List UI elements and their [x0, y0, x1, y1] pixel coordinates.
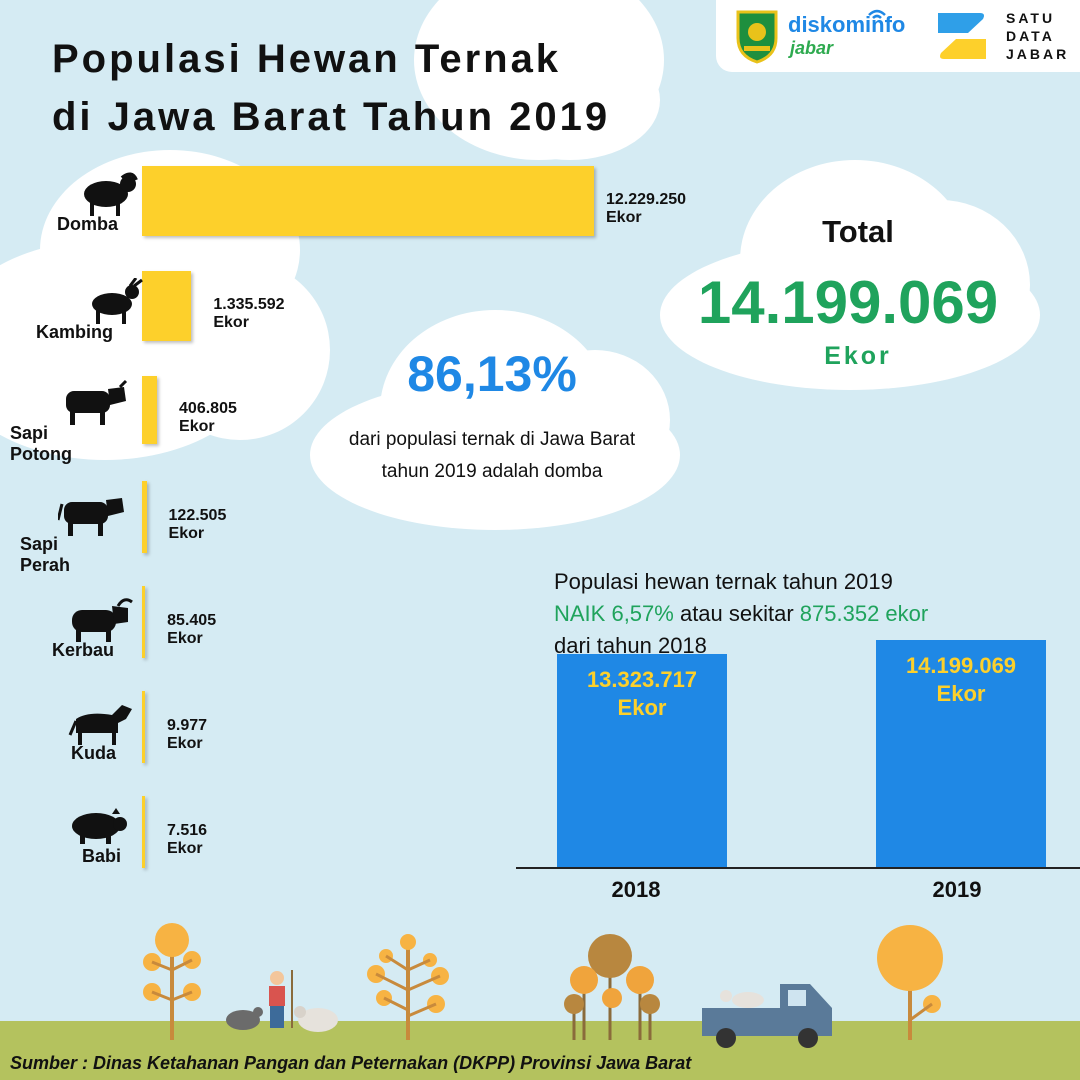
x-tick-label: 2019 [933, 877, 982, 902]
bar-value-label: Ekor [618, 695, 667, 720]
total-unit: Ekor [824, 342, 892, 370]
growth-middle: atau sekitar [673, 601, 800, 626]
tree-icon [367, 934, 449, 1040]
category-label: Domba [57, 214, 119, 234]
tree-icon [877, 925, 943, 1040]
bar-value-label: 85.405 Ekor [167, 612, 217, 647]
truck-icon [702, 984, 832, 1048]
cloud-top-b [480, 40, 660, 160]
cow-icon [66, 379, 128, 425]
wifi-icon [868, 9, 886, 19]
bar-value-label: Ekor [937, 681, 986, 706]
logo-bar: diskominfo jabar SATU DATA JABAR [716, 0, 1080, 72]
bar-2019 [876, 640, 1046, 867]
bar-value-label: 406.805 Ekor [179, 400, 237, 435]
category-label: Kerbau [52, 640, 115, 660]
tree-icon [143, 923, 201, 1040]
satudata-line-1: SATU [1006, 10, 1056, 26]
category-label: Kuda [71, 743, 116, 763]
sheep-icon [226, 1006, 338, 1032]
bar-value-label: 122.505 Ekor [168, 507, 227, 542]
bar-value-label: 13.323.717 [587, 667, 697, 692]
domba-percentage-text: dari populasi ternak di Jawa Barat tahun… [348, 429, 636, 482]
farmer-icon [269, 970, 293, 1028]
bar-value-label: 9.977 Ekor [167, 717, 208, 752]
domba-percentage: 86,13% [407, 346, 577, 402]
bar-domba [142, 166, 594, 236]
bar-value-label: 12.229.250 Ekor [606, 191, 687, 226]
category-label: Babi [82, 846, 122, 866]
bar-kambing [142, 271, 192, 341]
title-line-2: di Jawa Barat Tahun 2019 [52, 95, 611, 139]
diskominfo-logo-top: diskominfo [788, 12, 906, 37]
bar-sapi-perah [142, 481, 147, 553]
growth-naik: NAIK 6,57% [554, 601, 674, 626]
x-tick-label: 2018 [612, 877, 661, 902]
bar-sapi-potong [142, 376, 158, 444]
category-label: Kambing [36, 322, 114, 342]
growth-amount: 875.352 ekor [799, 601, 929, 626]
bar-kuda [142, 691, 145, 763]
tree-cluster-icon [564, 934, 660, 1040]
growth-line-1: Populasi hewan ternak tahun 2019 [554, 569, 893, 594]
category-label: Sapi Perah [20, 534, 71, 575]
livestock-bar-chart: 12.229.250 Ekor Domba 1.335.592 Ekor Kambin… [0, 0, 686, 868]
horse-icon [68, 705, 132, 745]
pig-icon [72, 808, 127, 844]
buffalo-icon [72, 598, 133, 642]
growth-line-3: dari tahun 2018 [554, 633, 707, 658]
bar-babi [142, 796, 145, 868]
jabar-emblem-icon [736, 10, 778, 64]
cloud-total-3 [850, 200, 1030, 370]
landscape-illustration [0, 923, 1080, 1080]
bar-2018 [557, 653, 727, 867]
dairy-cow-icon [58, 498, 124, 536]
growth-line-2: NAIK 6,57% atau sekitar 875.352 ekor [554, 598, 928, 630]
cloud-pct-3 [520, 350, 670, 490]
yearly-bar-chart: 13.323.717 Ekor 2018 14.199.069 Ekor 2019 [516, 640, 1080, 902]
bar-kerbau [142, 586, 146, 658]
total-value: 14.199.069 [697, 269, 999, 336]
bar-value-label: 14.199.069 [906, 653, 1016, 678]
satu-data-logo-icon [938, 13, 986, 59]
title-line-1: Populasi Hewan Ternak [52, 37, 562, 81]
growth-text: Populasi hewan ternak tahun 2019 NAIK 6,… [554, 566, 928, 662]
satudata-line-3: JABAR [1006, 46, 1070, 62]
bar-value-label: 1.335.592 Ekor [213, 296, 285, 331]
goat-icon [92, 278, 143, 324]
diskominfo-logo-bottom: jabar [790, 38, 834, 58]
total-label: Total [822, 214, 894, 249]
category-label: Sapi Potong [10, 423, 72, 464]
source-footnote: Sumber : Dinas Ketahanan Pangan dan Pete… [10, 1053, 692, 1073]
sheep-icon [84, 172, 138, 216]
page-title: Populasi Hewan Ternak di Jawa Barat Tahu… [52, 30, 610, 146]
bar-value-label: 7.516 Ekor [167, 822, 208, 857]
satudata-line-2: DATA [1006, 28, 1055, 44]
